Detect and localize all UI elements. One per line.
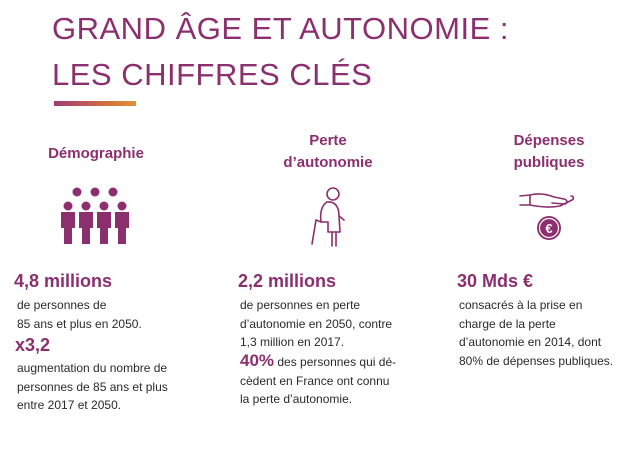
heading-perte-autonomie: Perte d’autonomie	[238, 130, 418, 174]
title-accent-bar	[54, 101, 136, 106]
stat-perte-main-desc: de personnes en perte d’autonomie en 205…	[240, 296, 392, 352]
stat-perte-main: 2,2 millions	[238, 271, 337, 291]
stat-perte-percent: 40%	[240, 351, 275, 370]
hand-euro-coin-icon: €	[519, 193, 575, 240]
desc-line: 80% de dépenses publiques.	[459, 353, 614, 368]
heading-line: d’autonomie	[283, 154, 373, 171]
desc-line-start: des personnes qui dé-	[274, 355, 397, 369]
desc-line: cèdent en France ont connu	[240, 373, 390, 388]
desc-line: la perte d’autonomie.	[240, 392, 353, 406]
stat-demographie-multiplier: x3,2	[15, 335, 51, 355]
heading-demographie: Démographie	[48, 145, 144, 162]
desc-line: de personnes de	[17, 298, 107, 312]
desc-line: d’autonomie en 2050, contre	[240, 316, 393, 331]
stat-depenses-main-desc: consacrés à la prise en charge de la per…	[459, 296, 613, 370]
desc-line: charge de la perte	[459, 316, 556, 331]
title-line-2: LES CHIFFRES CLÉS	[52, 57, 373, 92]
desc-line: augmentation du nombre de	[17, 361, 168, 375]
desc-line: d’autonomie en 2014, dont	[459, 335, 602, 349]
heading-line: Perte	[309, 132, 347, 149]
desc-line: entre 2017 et 2050.	[17, 398, 122, 412]
heading-depenses-publiques: Dépenses publiques	[459, 130, 634, 174]
stat-demographie-main-desc: de personnes de 85 ans et plus en 2050.	[17, 296, 142, 333]
desc-line: consacrés à la prise en	[459, 298, 583, 312]
desc-line: 1,3 million en 2017.	[240, 335, 345, 349]
title-line-1: GRAND ÂGE ET AUTONOMIE :	[52, 11, 509, 46]
page-title: GRAND ÂGE ET AUTONOMIE : LES CHIFFRES CL…	[52, 6, 612, 98]
stat-demographie-main: 4,8 millions	[14, 271, 113, 291]
people-group-icon	[61, 187, 129, 244]
desc-line: de personnes en perte	[240, 298, 361, 312]
heading-line: Dépenses	[513, 132, 585, 149]
stat-perte-percent-desc: 40% des personnes qui dé- cèdent en Fran…	[240, 351, 396, 409]
elderly-person-cane-icon	[311, 187, 345, 247]
desc-line: 85 ans et plus en 2050.	[17, 316, 142, 331]
svg-text:€: €	[545, 221, 552, 236]
stat-depenses-main: 30 Mds €	[457, 271, 534, 291]
heading-line: publiques	[513, 154, 585, 171]
stat-demographie-multiplier-desc: augmentation du nombre de personnes de 8…	[17, 359, 168, 415]
desc-line: personnes de 85 ans et plus	[17, 379, 168, 394]
